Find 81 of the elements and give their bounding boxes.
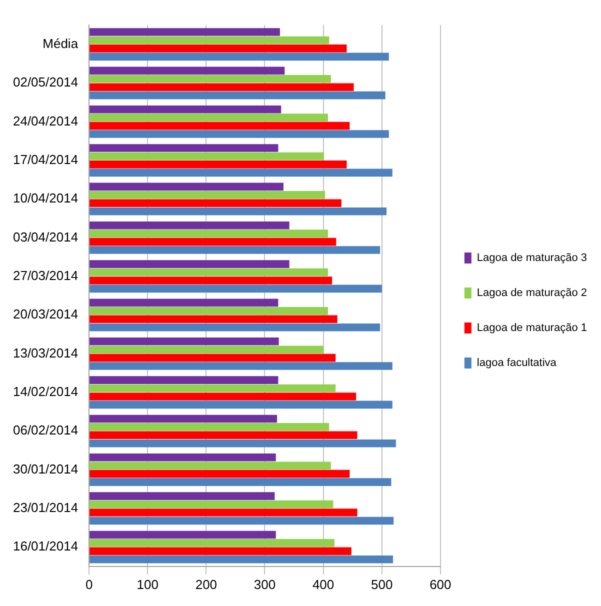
bar (90, 221, 290, 230)
bar (90, 516, 394, 525)
bar (90, 384, 336, 392)
y-tick-label: 06/02/2014 (12, 422, 78, 438)
bar (90, 160, 347, 168)
bar (90, 555, 393, 564)
legend-label: Lagoa de maturação 1 (476, 322, 588, 334)
y-tick-label: 20/03/2014 (12, 306, 78, 322)
bar (90, 74, 331, 83)
bar (90, 323, 380, 332)
bar (90, 508, 358, 516)
bar (90, 105, 282, 114)
bar (90, 439, 396, 448)
y-tick-label: 14/02/2014 (12, 384, 78, 399)
bar (90, 500, 334, 508)
x-tick-label: 500 (371, 576, 393, 592)
x-tick-label: 400 (312, 576, 334, 592)
y-tick-label: 30/01/2014 (12, 461, 78, 476)
legend-label: Lagoa de maturação 2 (476, 287, 588, 300)
bar (90, 462, 331, 470)
bar (90, 246, 380, 254)
bar (90, 83, 354, 92)
bar (90, 260, 290, 268)
bar (90, 28, 280, 36)
bar (90, 315, 338, 324)
bar (90, 199, 342, 208)
legend-label: lagoa facultativa (476, 357, 558, 370)
bar (90, 539, 334, 547)
bar (90, 114, 328, 122)
bar (90, 362, 392, 370)
bar (90, 547, 352, 556)
y-tick-label: 13/03/2014 (12, 345, 78, 360)
bar (90, 492, 275, 500)
bar (90, 307, 328, 315)
x-tick-label: 200 (195, 576, 218, 592)
bar (90, 44, 347, 52)
bar (90, 414, 278, 423)
bar (90, 144, 278, 152)
bar (90, 392, 356, 400)
bar (90, 354, 336, 362)
y-tick-label: 02/05/2014 (12, 74, 78, 90)
bar (90, 337, 279, 346)
x-tick-label: 300 (254, 576, 276, 592)
bar (90, 453, 276, 462)
y-tick-label: 03/04/2014 (12, 229, 78, 244)
y-tick-label: 27/03/2014 (12, 268, 78, 283)
y-tick-label: 16/01/2014 (12, 538, 78, 554)
y-tick-label: 24/04/2014 (12, 113, 78, 128)
bar (90, 52, 389, 61)
bar (90, 478, 392, 486)
bar (90, 130, 389, 138)
bar (90, 530, 276, 539)
bar (90, 36, 330, 44)
y-tick-label: 10/04/2014 (12, 190, 78, 206)
bar (90, 122, 350, 130)
bar (90, 376, 278, 384)
x-tick-label: 600 (430, 576, 452, 592)
bar (90, 431, 358, 440)
bar (90, 400, 392, 409)
bar (90, 276, 332, 284)
x-tick-label: 0 (85, 576, 93, 592)
bar (90, 423, 330, 431)
legend-label: Lagoa de maturação 3 (476, 252, 588, 264)
bar (90, 152, 324, 160)
y-tick-label: 23/01/2014 (12, 500, 78, 515)
bar (90, 191, 326, 199)
bar (90, 268, 328, 276)
y-tick-label: 17/04/2014 (12, 152, 78, 167)
bar (90, 238, 336, 246)
bar (90, 230, 328, 238)
y-tick-label: Média (42, 36, 79, 51)
bar (90, 168, 392, 177)
bar (90, 207, 387, 216)
bar (90, 182, 284, 191)
bar (90, 284, 382, 293)
bar (90, 346, 324, 354)
x-tick-label: 100 (136, 576, 158, 592)
bar (90, 470, 350, 478)
bar (90, 298, 278, 307)
bar (90, 91, 386, 100)
bar (90, 66, 285, 75)
